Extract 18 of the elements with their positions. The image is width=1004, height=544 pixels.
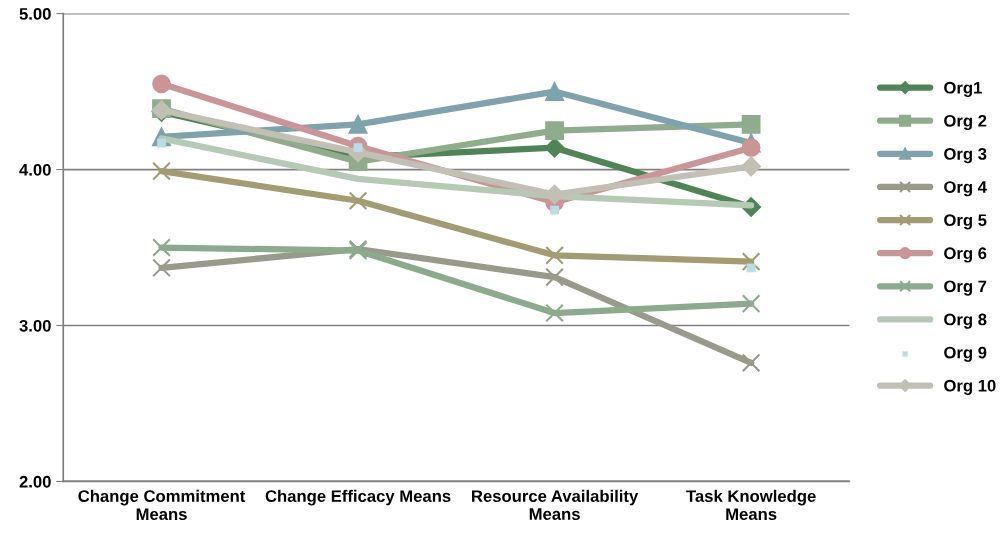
y-tick-label: 3.00	[19, 319, 51, 332]
legend-label: Org 6	[944, 247, 987, 263]
legend-label: Org 8	[944, 313, 987, 329]
x-tick-label: Change Efficacy Means	[265, 489, 451, 506]
legend-label: Org 10	[944, 379, 996, 395]
legend-label: Org 7	[944, 280, 987, 296]
legend-label: Org 3	[944, 148, 987, 164]
legend-label: Org 9	[944, 346, 987, 362]
x-tick-label: Task Knowledge Means	[686, 489, 816, 521]
x-tick-label: Resource Availability Means	[472, 489, 639, 520]
legend-label: Org 2	[944, 114, 987, 131]
y-tick-label: 2.00	[19, 475, 51, 488]
x-tick-label: Change Commitment Means	[78, 489, 246, 521]
legend-label: Org 5	[944, 214, 987, 230]
legend-label: Org 4	[944, 181, 987, 197]
y-tick-label: 5.00	[19, 8, 51, 20]
y-tick-label: 4.00	[19, 163, 51, 176]
legend-label: Org1	[944, 81, 982, 97]
